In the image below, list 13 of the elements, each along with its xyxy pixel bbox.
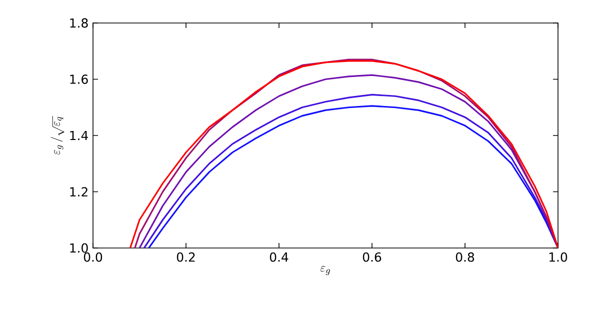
y-tick-label: 1.8 [70, 18, 88, 28]
y-tick-label: 1.6 [70, 74, 88, 84]
x-axis-title: $\varepsilon_g$ [320, 266, 330, 276]
y-axis-title: $\varepsilon_g\,/\sqrt{\varepsilon_q}$ [50, 116, 64, 155]
x-tick-label: 0.4 [270, 252, 288, 262]
y-tick-label: 1.2 [70, 187, 88, 196]
x-tick-label: 0.8 [456, 252, 474, 262]
x-tick-label: 0.2 [176, 252, 195, 262]
y-tick-label: 1.0 [70, 243, 88, 253]
x-tick-label: 0.6 [362, 252, 382, 262]
x-tick-label: 0.0 [84, 252, 102, 262]
y-tick-label: 1.4 [70, 130, 88, 140]
x-tick-label: 1.0 [549, 252, 568, 262]
